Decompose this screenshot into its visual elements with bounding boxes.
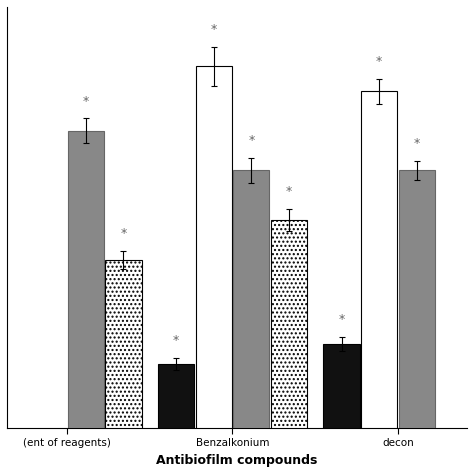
Bar [233, 171, 269, 428]
Text: *: * [120, 227, 127, 240]
Bar [271, 220, 307, 428]
Bar [399, 171, 435, 428]
Text: *: * [413, 137, 420, 150]
Bar [196, 66, 232, 428]
Text: *: * [248, 134, 255, 147]
Text: *: * [338, 313, 345, 326]
Bar [158, 364, 194, 428]
Bar [68, 131, 104, 428]
Text: *: * [286, 185, 292, 198]
Bar [361, 91, 397, 428]
Text: *: * [83, 94, 89, 108]
Text: *: * [376, 55, 382, 68]
Bar [323, 344, 360, 428]
X-axis label: Antibiofilm compounds: Antibiofilm compounds [156, 454, 318, 467]
Text: *: * [210, 23, 217, 36]
Bar [105, 260, 142, 428]
Text: *: * [173, 334, 179, 347]
